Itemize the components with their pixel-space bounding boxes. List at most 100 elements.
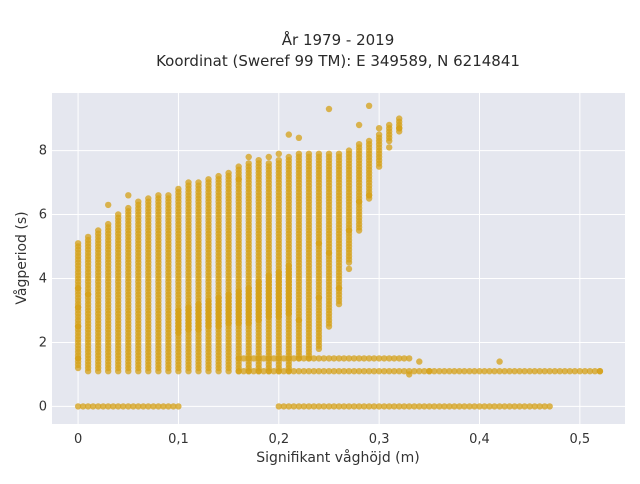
data-point bbox=[576, 368, 583, 375]
data-point bbox=[365, 403, 373, 410]
data-point bbox=[506, 403, 513, 410]
data-point bbox=[245, 355, 252, 362]
data-point bbox=[145, 195, 152, 202]
data-point bbox=[365, 102, 373, 110]
data-point bbox=[350, 403, 358, 410]
data-point bbox=[340, 368, 348, 375]
data-point bbox=[451, 368, 458, 375]
data-point bbox=[315, 368, 323, 375]
data-point bbox=[355, 198, 363, 205]
data-point bbox=[275, 268, 282, 276]
data-point bbox=[355, 403, 363, 410]
data-point bbox=[335, 284, 343, 292]
data-point bbox=[345, 227, 353, 234]
x-tick-label: 0,5 bbox=[569, 432, 590, 447]
data-point bbox=[451, 403, 458, 410]
data-point bbox=[330, 403, 338, 410]
data-point bbox=[205, 176, 212, 183]
data-point bbox=[441, 403, 448, 410]
data-point bbox=[521, 368, 528, 375]
data-point bbox=[165, 192, 172, 199]
y-tick-label: 8 bbox=[39, 144, 47, 159]
data-point bbox=[396, 115, 403, 122]
data-point bbox=[396, 403, 403, 410]
x-tick-label: 0 bbox=[74, 432, 82, 447]
data-point bbox=[436, 368, 443, 375]
data-point bbox=[74, 284, 82, 292]
data-point bbox=[320, 355, 328, 362]
data-point bbox=[586, 368, 594, 375]
data-point bbox=[345, 403, 353, 410]
data-point bbox=[386, 355, 393, 362]
data-point bbox=[255, 278, 262, 285]
data-point bbox=[426, 368, 433, 375]
data-point bbox=[335, 403, 343, 410]
data-point bbox=[516, 403, 523, 410]
data-point bbox=[265, 355, 272, 362]
x-tick-label: 0,1 bbox=[168, 432, 189, 447]
data-point bbox=[95, 403, 102, 410]
data-point bbox=[571, 368, 578, 375]
data-point bbox=[74, 240, 82, 247]
data-point bbox=[340, 403, 348, 410]
data-point bbox=[511, 368, 518, 375]
x-tick-label: 0,4 bbox=[469, 432, 490, 447]
data-point bbox=[135, 198, 142, 205]
data-point bbox=[295, 134, 303, 141]
data-point bbox=[401, 355, 408, 362]
data-point bbox=[320, 403, 328, 410]
data-point bbox=[401, 403, 408, 410]
data-point bbox=[79, 403, 87, 410]
data-point bbox=[325, 105, 333, 113]
data-point bbox=[300, 403, 308, 410]
data-point bbox=[340, 355, 348, 362]
data-point bbox=[175, 185, 182, 193]
data-point bbox=[105, 220, 112, 228]
chart-title-line-2: Koordinat (Sweref 99 TM): E 349589, N 62… bbox=[156, 52, 520, 70]
data-point bbox=[105, 403, 112, 410]
data-point bbox=[526, 368, 533, 375]
data-point bbox=[471, 403, 478, 410]
data-point bbox=[290, 368, 297, 375]
data-point bbox=[325, 403, 333, 410]
y-axis-label: Vågperiod (s) bbox=[13, 211, 30, 304]
data-point bbox=[345, 265, 353, 273]
x-tick-labels: 0 0,1 0,2 0,3 0,4 0,5 bbox=[74, 432, 590, 447]
data-point bbox=[240, 368, 247, 375]
data-point bbox=[155, 403, 162, 410]
data-point bbox=[406, 371, 413, 378]
data-point bbox=[411, 368, 418, 375]
data-point bbox=[416, 403, 423, 410]
data-point bbox=[375, 368, 383, 375]
data-point bbox=[355, 121, 363, 129]
data-point bbox=[275, 355, 282, 362]
data-point bbox=[591, 368, 599, 375]
data-point bbox=[250, 355, 257, 362]
data-point bbox=[536, 403, 543, 410]
data-point bbox=[345, 147, 353, 154]
data-point bbox=[245, 284, 252, 292]
data-point bbox=[481, 368, 488, 375]
data-point bbox=[360, 403, 368, 410]
data-point bbox=[496, 403, 503, 410]
data-point bbox=[345, 368, 353, 375]
data-point bbox=[305, 355, 313, 362]
data-point bbox=[466, 403, 473, 410]
data-points bbox=[74, 102, 604, 410]
data-point bbox=[566, 368, 573, 375]
data-point bbox=[391, 368, 398, 375]
data-point bbox=[456, 403, 463, 410]
data-point bbox=[285, 355, 292, 362]
data-point bbox=[140, 403, 147, 410]
data-point bbox=[245, 160, 252, 167]
data-point bbox=[315, 355, 323, 362]
data-point bbox=[370, 355, 378, 362]
data-point bbox=[195, 300, 202, 308]
data-point bbox=[496, 368, 503, 375]
data-point bbox=[315, 240, 323, 247]
data-point bbox=[335, 355, 343, 362]
data-point bbox=[541, 403, 548, 410]
data-point bbox=[125, 403, 132, 410]
y-tick-label: 0 bbox=[39, 399, 47, 414]
data-point bbox=[386, 403, 393, 410]
